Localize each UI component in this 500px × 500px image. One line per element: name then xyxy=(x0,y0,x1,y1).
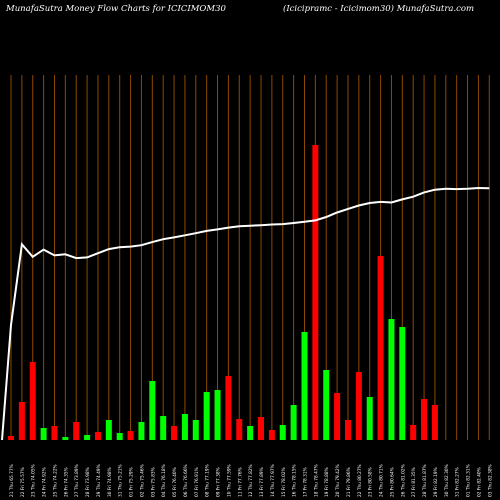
chart-title: MunafaSutra Money Flow Charts for ICICIM… xyxy=(6,4,226,14)
flow-bar xyxy=(225,376,232,440)
flow-bar xyxy=(116,433,123,440)
flow-bar xyxy=(334,393,341,440)
flow-bar xyxy=(258,417,265,440)
tick-label: 27 Fri 81.35% xyxy=(411,467,417,497)
flow-bar xyxy=(268,430,275,440)
flow-bar xyxy=(214,390,221,440)
tick-label: 17 Fri 78.31% xyxy=(302,467,308,497)
tick-label: 04 Thu 76.18% xyxy=(161,464,167,497)
flow-bar xyxy=(94,432,101,440)
tick-label: 24 Fri 74.92% xyxy=(42,467,48,497)
flow-bar xyxy=(73,422,80,440)
tick-label: 28 Thu 81.87% xyxy=(422,464,428,497)
flow-bar xyxy=(29,362,36,440)
flow-bar xyxy=(279,425,286,440)
tick-label: 30 Thu 82.30% xyxy=(444,464,450,497)
tick-label: 07 Fri 76.91% xyxy=(194,467,200,497)
flow-bar xyxy=(84,435,91,440)
tick-label: 26 Fri 74.35% xyxy=(63,467,69,497)
tick-label: 21 Thu 65.77% xyxy=(9,464,15,497)
tick-label: 10 Thu 77.59% xyxy=(226,464,232,497)
flow-bar xyxy=(377,256,384,440)
tick-label: 18 Thu 78.47% xyxy=(313,464,319,497)
tick-label: 01 Thu 82.31% xyxy=(466,464,472,497)
flow-bar xyxy=(312,145,319,440)
tick-label: 28 Fri 73.98% xyxy=(85,467,91,497)
tick-label: 23 Thu 74.05% xyxy=(31,464,37,497)
tick-label: 25 Thu 74.22% xyxy=(52,464,58,497)
flow-bar xyxy=(160,416,167,440)
flow-bar xyxy=(410,425,417,440)
flow-bar xyxy=(388,319,395,440)
flow-bar xyxy=(51,426,58,440)
flow-bar xyxy=(8,436,14,440)
flow-bar xyxy=(138,422,145,440)
tick-label: 25 Fri 80.64% xyxy=(389,467,395,497)
flow-bar xyxy=(171,426,178,440)
tick-label: 27 Thu 73.89% xyxy=(74,464,80,497)
tick-label: 29 Thu 74.49% xyxy=(96,464,102,497)
tick-label: 14 Thu 77.97% xyxy=(270,464,276,497)
tick-label: 22 Thu 80.27% xyxy=(357,464,363,497)
tick-label: 26 Thu 81.02% xyxy=(400,464,406,497)
flow-bar xyxy=(247,426,254,440)
tick-label: 29 Fri 82.19% xyxy=(433,467,439,497)
flow-bar xyxy=(344,420,351,440)
flow-bar xyxy=(127,431,134,440)
flow-bar xyxy=(290,405,297,440)
tick-label: 22 Fri 75.57% xyxy=(20,467,26,497)
flow-bar xyxy=(399,327,406,440)
flow-bar xyxy=(192,420,199,440)
tick-label: 19 Fri 78.88% xyxy=(324,467,330,497)
flow-bar xyxy=(203,392,210,440)
tick-label: 24 Thu 80.71% xyxy=(379,464,385,497)
tick-label: 01 Fri 75.29% xyxy=(129,467,135,497)
flow-bar xyxy=(366,397,373,440)
tick-label: 20 Thu 79.42% xyxy=(335,464,341,497)
price-line xyxy=(1,186,490,441)
chart-source: (Icicipramc - Icicimom30) MunafaSutra.co… xyxy=(283,4,475,14)
tick-label: 02 Fri 82.40% xyxy=(476,467,482,497)
flow-bar xyxy=(18,402,25,440)
flow-bar xyxy=(149,381,156,440)
tick-label: 13 Fri 77.89% xyxy=(259,467,265,497)
flow-bar xyxy=(355,372,362,440)
tick-label: 11 Fri 77.76% xyxy=(237,467,243,497)
tick-label: 16 Thu 78.15% xyxy=(292,464,298,497)
tick-label: 21 Fri 79.86% xyxy=(346,467,352,497)
tick-label: 03 Thu 82.38% xyxy=(487,464,493,497)
tick-label: 30 Fri 74.98% xyxy=(107,467,113,497)
flow-bar xyxy=(40,428,47,440)
flow-bar xyxy=(301,332,308,440)
flow-bar xyxy=(236,419,243,440)
tick-label: 15 Fri 78.02% xyxy=(281,467,287,497)
tick-label: 09 Fri 77.38% xyxy=(216,467,222,497)
tick-label: 02 Thu 75.46% xyxy=(139,464,145,497)
flow-bar xyxy=(421,399,428,440)
tick-label: 31 Thu 75.21% xyxy=(118,464,124,497)
flow-bar xyxy=(323,370,330,440)
flow-bar xyxy=(181,414,188,440)
tick-label: 08 Thu 77.19% xyxy=(205,464,211,497)
tick-label: 06 Thu 76.66% xyxy=(183,464,189,497)
flow-bar xyxy=(431,405,438,440)
tick-label: 05 Fri 76.40% xyxy=(172,467,178,497)
flow-bar xyxy=(105,420,112,440)
tick-label: 23 Fri 80.58% xyxy=(368,467,374,497)
tick-label: 03 Fri 75.83% xyxy=(150,467,156,497)
flow-bar xyxy=(62,437,69,440)
tick-label: 12 Thu 77.82% xyxy=(248,464,254,497)
tick-label: 31 Fri 82.27% xyxy=(455,467,461,497)
